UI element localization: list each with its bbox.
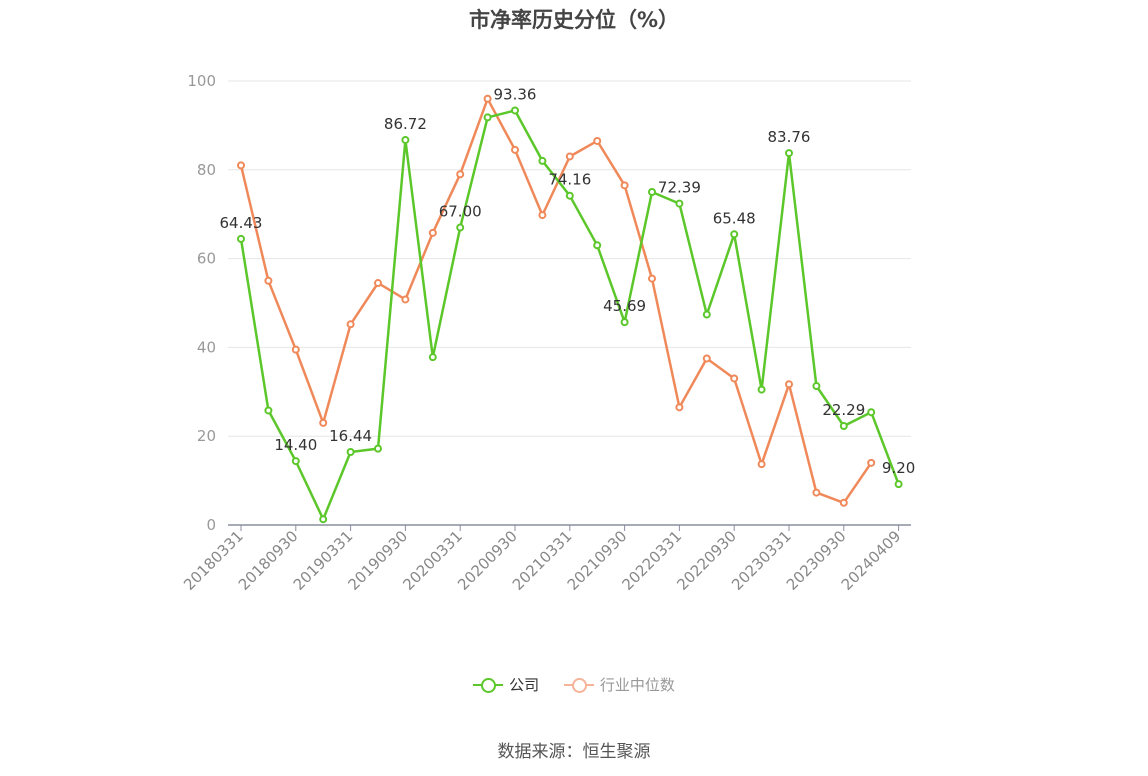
company-data-point[interactable] (593, 241, 602, 250)
data-label: 86.72 (384, 115, 427, 133)
industry-data-point[interactable] (593, 136, 602, 145)
industry-data-point[interactable] (702, 354, 711, 363)
data-source: 数据来源：恒生聚源 (497, 742, 651, 762)
industry-data-point[interactable] (620, 181, 629, 190)
legend-item-company[interactable]: 公司 (473, 674, 539, 695)
company-data-point[interactable] (456, 223, 465, 232)
company-data-point[interactable] (401, 135, 410, 144)
company-data-point[interactable] (237, 234, 245, 243)
industry-data-point[interactable] (757, 460, 766, 469)
company-data-point[interactable] (675, 199, 684, 208)
industry-data-point[interactable] (675, 403, 684, 412)
data-label: 64.43 (220, 214, 263, 232)
industry-data-point[interactable] (648, 274, 656, 283)
data-label: 22.29 (822, 401, 865, 419)
industry-data-point[interactable] (264, 276, 273, 285)
chart-title: 市净率历史分位（%） (468, 8, 680, 32)
data-label: 93.36 (494, 85, 537, 103)
company-data-point[interactable] (730, 230, 739, 239)
industry-series-line (239, 97, 873, 505)
data-label: 45.69 (603, 297, 646, 315)
data-label: 72.39 (658, 179, 701, 197)
company-data-point[interactable] (620, 318, 629, 327)
company-data-point[interactable] (648, 188, 656, 196)
legend: 公司 行业中位数 (0, 674, 1148, 697)
company-data-point[interactable] (291, 457, 300, 466)
company-data-point[interactable] (757, 385, 766, 394)
company-data-point[interactable] (511, 106, 519, 115)
data-label: 65.48 (713, 209, 756, 227)
legend-company-swatch-icon (473, 677, 504, 693)
data-label: 74.16 (548, 171, 591, 189)
industry-data-point[interactable] (565, 152, 574, 161)
company-data-point[interactable] (894, 480, 903, 489)
y-tick-label: 60 (197, 250, 216, 268)
company-data-point[interactable] (374, 444, 382, 453)
company-data-point[interactable] (483, 113, 492, 122)
legend-industry-swatch-icon (563, 677, 594, 693)
industry-data-point[interactable] (374, 279, 382, 288)
x-tick-label: 20240409 (838, 527, 905, 594)
industry-data-point[interactable] (346, 320, 355, 329)
industry-data-point[interactable] (839, 498, 848, 507)
company-data-point[interactable] (538, 156, 547, 165)
legend-industry-label: 行业中位数 (599, 676, 675, 694)
industry-data-point[interactable] (785, 380, 793, 389)
industry-data-point[interactable] (319, 418, 328, 427)
data-label: 9.20 (882, 459, 915, 477)
data-label: 16.44 (329, 427, 372, 445)
data-label: 14.40 (274, 436, 317, 454)
company-data-point[interactable] (319, 515, 328, 524)
y-tick-label: 80 (197, 161, 216, 179)
company-data-point[interactable] (346, 448, 355, 457)
industry-data-point[interactable] (401, 295, 410, 304)
industry-data-point[interactable] (730, 374, 739, 383)
industry-data-point[interactable] (237, 161, 245, 170)
company-data-point[interactable] (867, 408, 876, 417)
legend-item-industry[interactable]: 行业中位数 (563, 674, 675, 695)
industry-data-point[interactable] (867, 458, 876, 467)
data-label: 67.00 (439, 203, 482, 221)
data-label: 83.76 (768, 128, 811, 146)
company-data-point[interactable] (702, 310, 711, 319)
legend-company-label: 公司 (509, 676, 540, 694)
y-tick-label: 100 (187, 72, 216, 90)
industry-data-point[interactable] (511, 145, 519, 154)
y-tick-label: 20 (197, 427, 216, 445)
company-data-point[interactable] (264, 406, 273, 415)
industry-data-point[interactable] (812, 488, 821, 497)
industry-data-point[interactable] (483, 94, 492, 103)
y-tick-label: 0 (206, 516, 216, 534)
industry-data-point[interactable] (456, 170, 465, 179)
company-data-point[interactable] (785, 149, 793, 158)
company-data-point[interactable] (839, 422, 848, 431)
industry-data-point[interactable] (291, 345, 300, 354)
company-data-point[interactable] (428, 353, 437, 362)
industry-data-point[interactable] (428, 228, 437, 237)
industry-data-point[interactable] (538, 211, 547, 220)
company-data-point[interactable] (565, 191, 574, 200)
y-tick-label: 40 (197, 338, 216, 356)
company-data-point[interactable] (812, 382, 821, 391)
